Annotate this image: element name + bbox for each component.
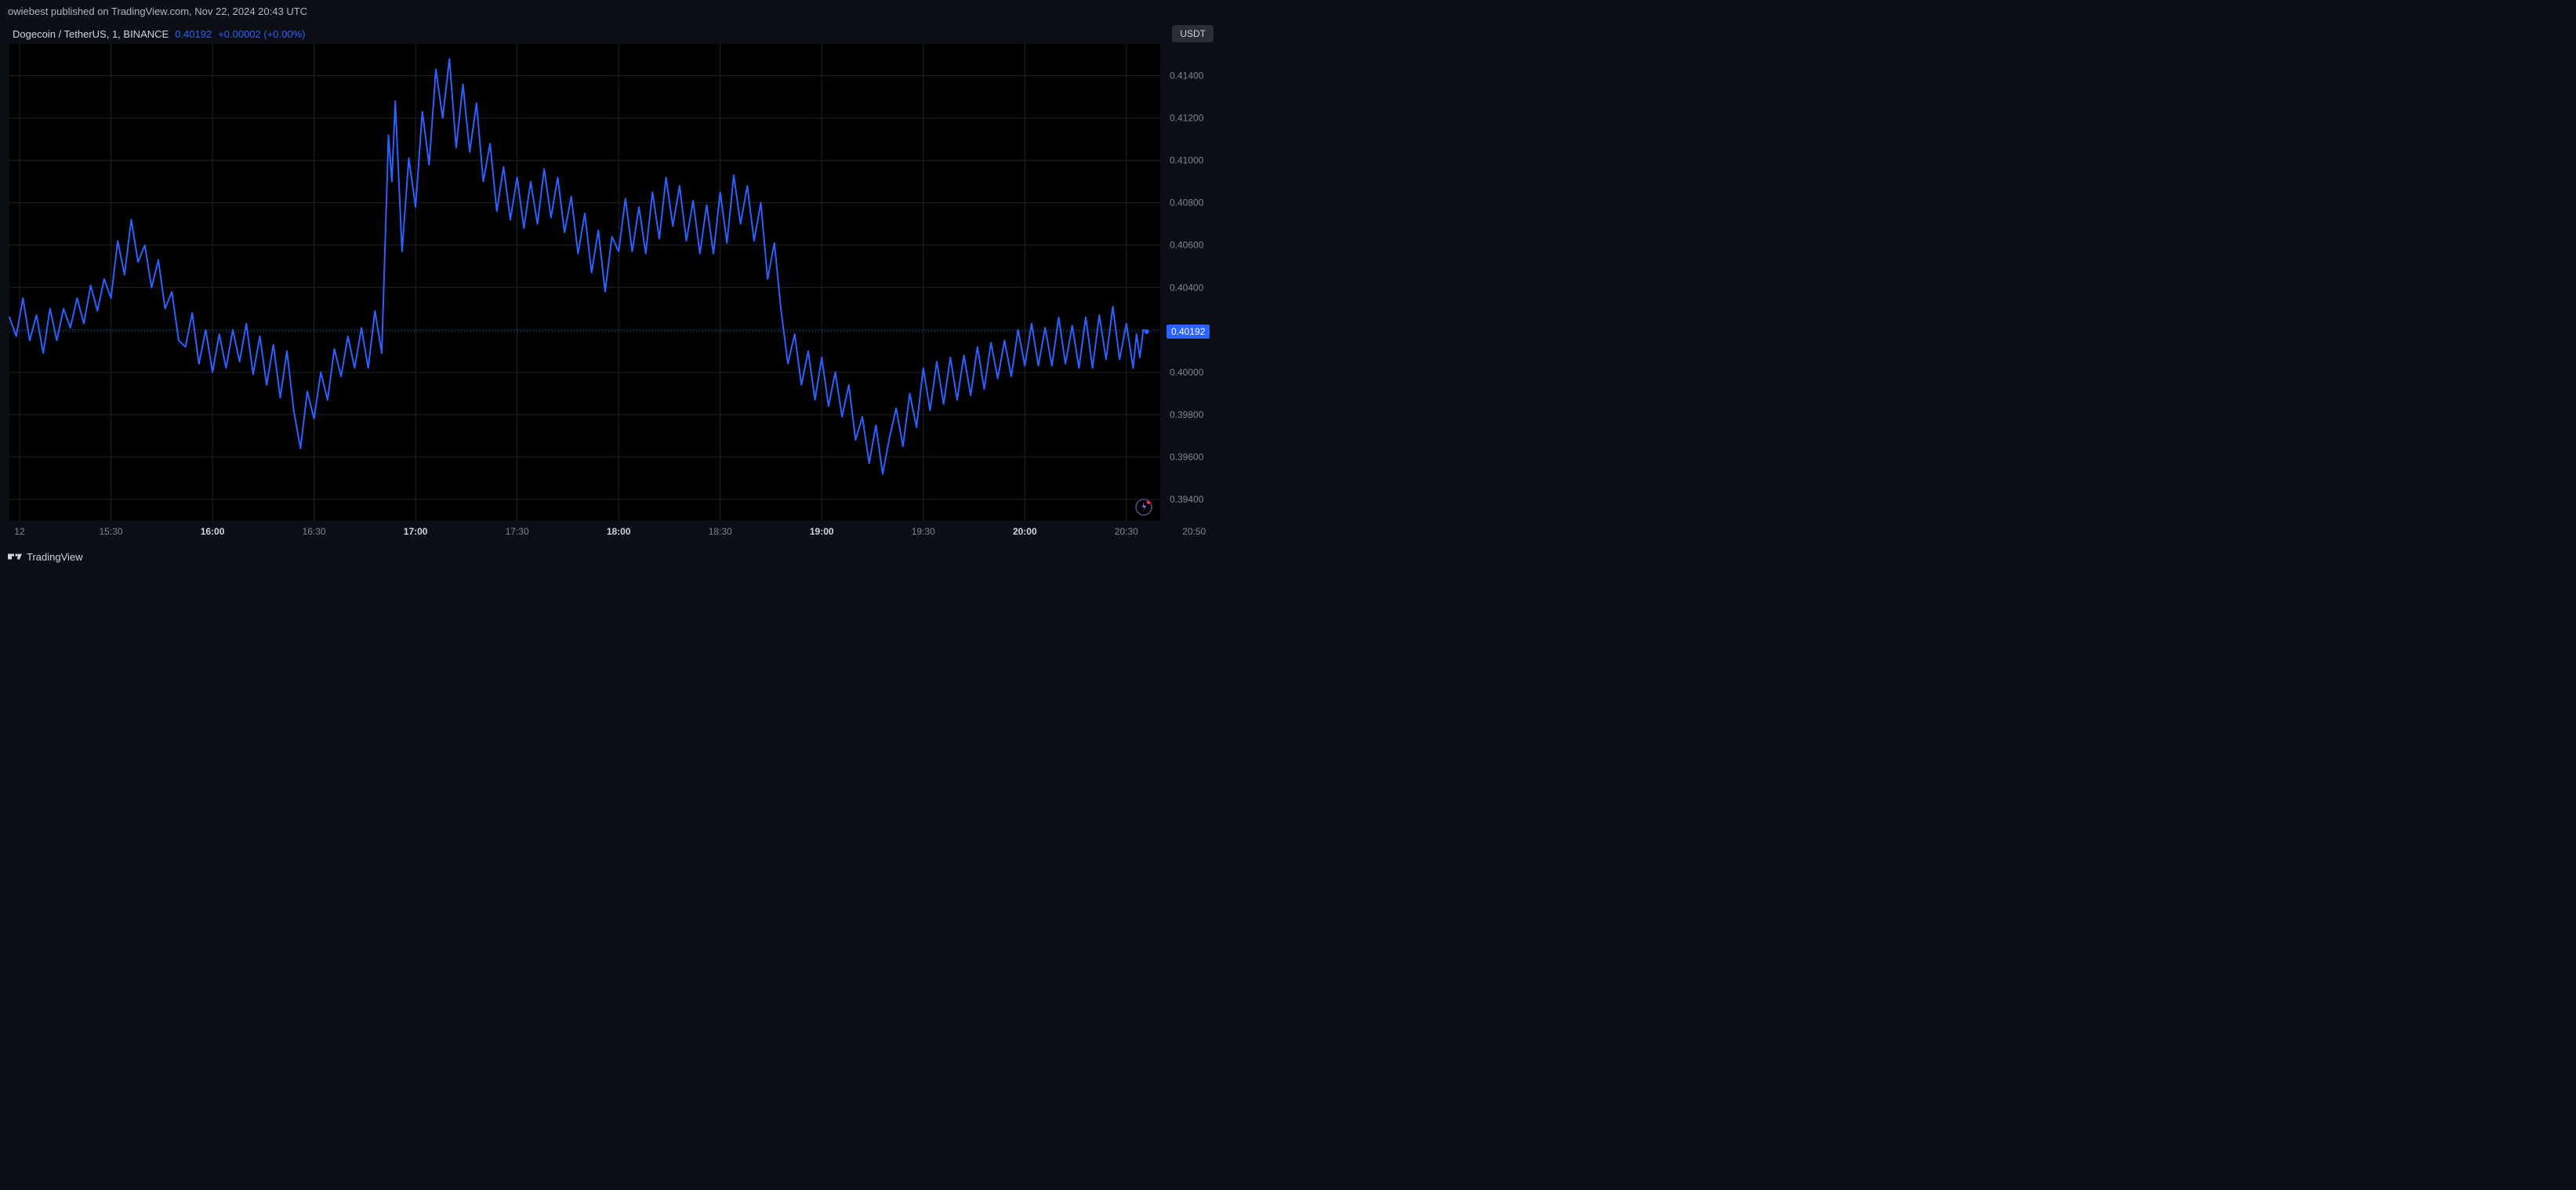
svg-text:0.39800: 0.39800 — [1170, 409, 1204, 420]
footer-brand[interactable]: TradingView — [0, 546, 91, 568]
footer-brand-text: TradingView — [27, 551, 83, 563]
current-price-flag: 0.40192 — [1166, 325, 1210, 339]
svg-text:16:00: 16:00 — [201, 526, 225, 537]
svg-text:19:30: 19:30 — [912, 526, 935, 537]
svg-text:20:00: 20:00 — [1013, 526, 1037, 537]
publish-info: owiebest published on TradingView.com, N… — [0, 0, 1225, 22]
symbol-last: 0.40192 — [175, 28, 212, 40]
symbol-change: +0.00002 (+0.00%) — [218, 28, 305, 40]
price-chart-svg: 0.394000.396000.398000.400000.402000.404… — [0, 22, 1225, 546]
symbol-info-row: Dogecoin / TetherUS, 1, BINANCE 0.40192 … — [13, 28, 306, 40]
snapshot-icon[interactable] — [1135, 499, 1152, 520]
svg-text:0.40400: 0.40400 — [1170, 282, 1204, 293]
svg-text:20:30: 20:30 — [1115, 526, 1138, 537]
svg-text:16:30: 16:30 — [303, 526, 326, 537]
current-price-flag-label: 0.40192 — [1171, 326, 1205, 337]
svg-text:0.40800: 0.40800 — [1170, 198, 1204, 209]
svg-text:17:00: 17:00 — [404, 526, 428, 537]
svg-text:15:30: 15:30 — [100, 526, 123, 537]
currency-badge-label: USDT — [1180, 28, 1206, 39]
svg-text:0.40000: 0.40000 — [1170, 367, 1204, 378]
svg-text:18:30: 18:30 — [709, 526, 732, 537]
tradingview-logo-icon — [8, 552, 22, 561]
currency-badge[interactable]: USDT — [1172, 25, 1214, 42]
svg-text:19:00: 19:00 — [810, 526, 834, 537]
svg-text:0.41200: 0.41200 — [1170, 113, 1204, 124]
symbol-name: Dogecoin / TetherUS, 1, BINANCE — [13, 28, 169, 40]
svg-text:12: 12 — [14, 526, 25, 537]
svg-text:0.41000: 0.41000 — [1170, 155, 1204, 166]
svg-text:0.41400: 0.41400 — [1170, 71, 1204, 82]
svg-text:0.39400: 0.39400 — [1170, 494, 1204, 505]
svg-text:0.39600: 0.39600 — [1170, 452, 1204, 463]
chart-area[interactable]: 0.394000.396000.398000.400000.402000.404… — [0, 22, 1225, 546]
svg-text:18:00: 18:00 — [607, 526, 631, 537]
svg-text:17:30: 17:30 — [506, 526, 529, 537]
publish-text: owiebest published on TradingView.com, N… — [8, 5, 307, 17]
svg-text:0.40600: 0.40600 — [1170, 240, 1204, 251]
svg-text:20:50: 20:50 — [1182, 526, 1206, 537]
